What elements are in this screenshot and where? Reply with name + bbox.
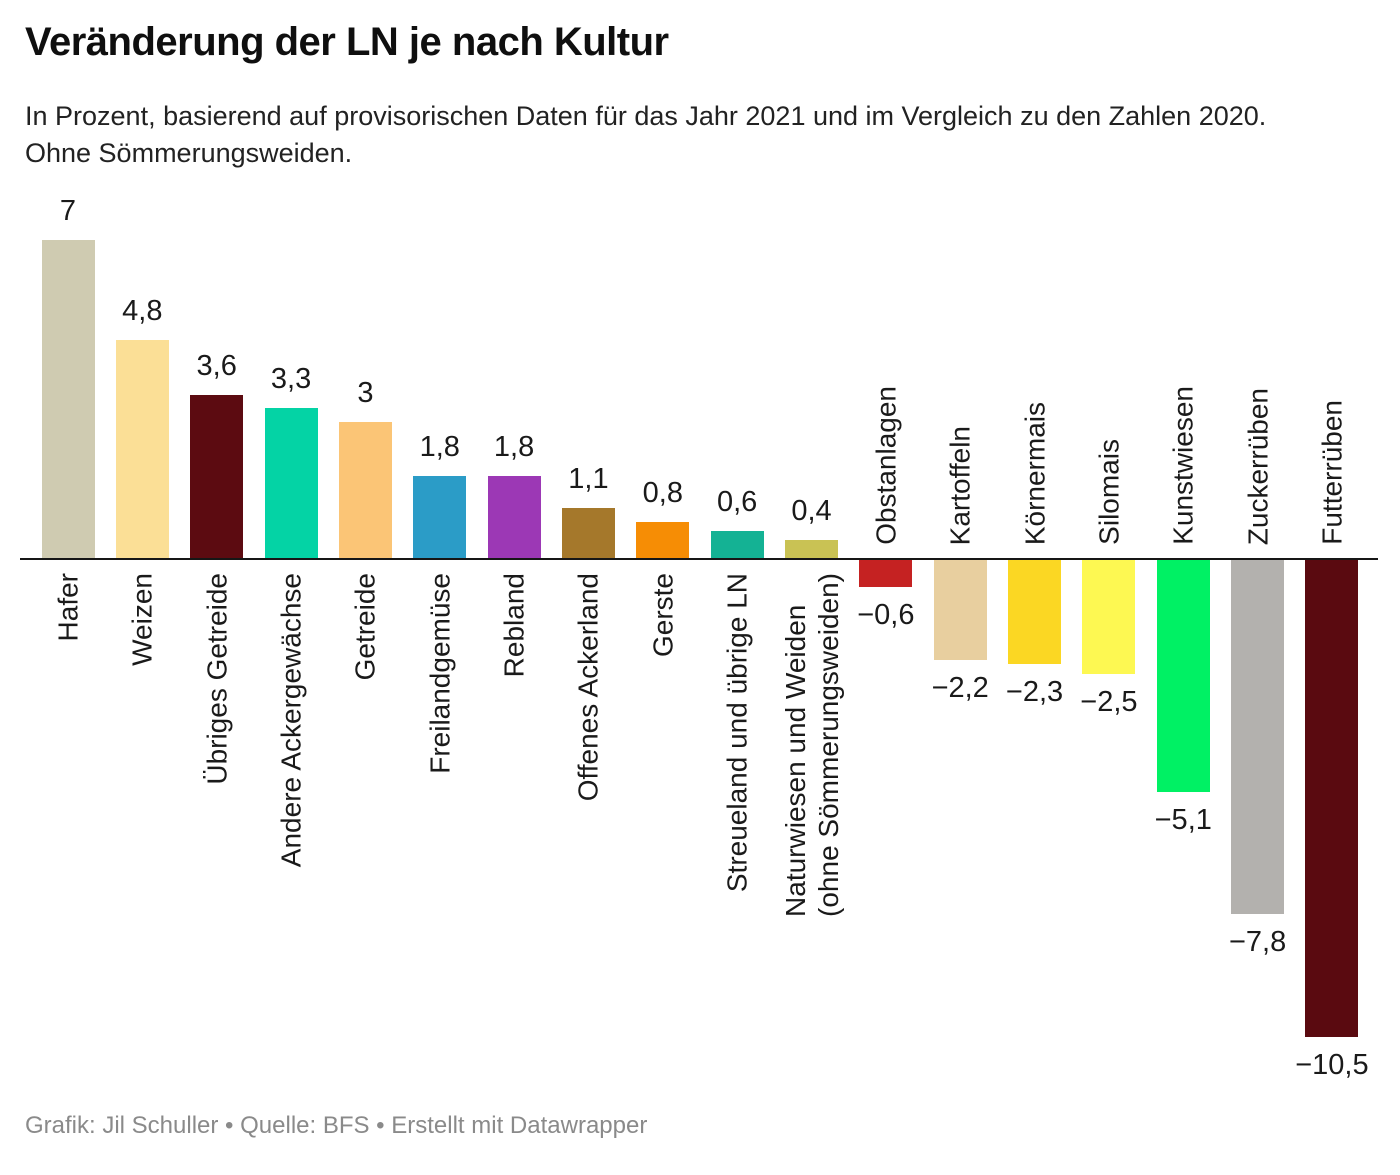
bar-andere-ackergew-chse: [264, 408, 318, 558]
value-label-briges-getreide: 3,6: [196, 350, 237, 382]
value-label-kunstwiesen: −5,1: [1154, 804, 1212, 836]
value-label-offenes-ackerland: 1,1: [568, 463, 609, 495]
category-label-andere-ackergew-chse: Andere Ackergewächse: [275, 573, 307, 868]
category-label-kunstwiesen: Kunstwiesen: [1167, 386, 1199, 545]
bar-rebland: [487, 476, 541, 558]
category-label-briges-getreide: Übriges Getreide: [201, 573, 233, 785]
value-label-rebland: 1,8: [493, 431, 535, 463]
bar-obstanlagen: [859, 560, 913, 587]
bar-freilandgem-se: [413, 476, 467, 558]
bar-kunstwiesen: [1156, 560, 1210, 792]
x-axis-line: [20, 558, 1378, 560]
value-label-weizen: 4,8: [122, 295, 163, 327]
bar-zuckerr-ben: [1231, 560, 1285, 914]
value-label-streueland-und-brige-ln: 0,6: [716, 486, 758, 518]
bar-weizen: [115, 340, 169, 558]
value-label-zuckerr-ben: −7,8: [1228, 926, 1287, 958]
bar-briges-getreide: [190, 395, 244, 558]
category-label-gerste: Gerste: [647, 573, 679, 658]
value-label-k-rnermais: −2,3: [1005, 676, 1064, 708]
value-label-futterr-ben: −10,5: [1295, 1049, 1369, 1081]
category-label-hafer: Hafer: [52, 573, 84, 642]
page-title: Veränderung der LN je nach Kultur: [25, 20, 669, 64]
value-label-silomais: −2,5: [1080, 686, 1138, 718]
attribution-footer: Grafik: Jil Schuller • Quelle: BFS • Ers…: [25, 1112, 648, 1139]
value-label-andere-ackergew-chse: 3,3: [270, 363, 312, 395]
bar-gerste: [636, 522, 690, 558]
category-label-obstanlagen: Obstanlagen: [870, 386, 902, 545]
category-label-weizen: Weizen: [126, 573, 158, 666]
bar-offenes-ackerland: [561, 508, 615, 558]
category-label-k-rnermais: Körnermais: [1019, 401, 1051, 545]
value-label-obstanlagen: −0,6: [857, 599, 915, 631]
bar-k-rnermais: [1008, 560, 1062, 664]
bar-hafer: [41, 240, 95, 558]
bar-streueland-und-brige-ln: [710, 531, 764, 558]
category-label-rebland: Rebland: [498, 573, 530, 678]
category-label-streueland-und-brige-ln: Streueland und übrige LN: [721, 573, 753, 893]
bar-naturwiesen-und-weiden: [785, 540, 838, 558]
chart-subtitle: In Prozent, basierend auf provisorischen…: [25, 101, 1267, 168]
category-label-getreide: Getreide: [349, 573, 381, 681]
value-label-naturwiesen-und-weiden: 0,4: [791, 495, 832, 527]
value-label-freilandgem-se: 1,8: [419, 431, 460, 463]
category-label-silomais: Silomais: [1093, 439, 1125, 545]
category-label-offenes-ackerland: Offenes Ackerland: [572, 573, 604, 802]
value-label-kartoffeln: −2,2: [931, 672, 989, 704]
category-label-kartoffeln: Kartoffeln: [944, 425, 976, 545]
bar-getreide: [338, 422, 392, 558]
bar-futterr-ben: [1305, 560, 1359, 1037]
value-label-gerste: 0,8: [642, 477, 683, 509]
bar-silomais: [1082, 560, 1136, 674]
category-label-futterr-ben: Futterrüben: [1316, 400, 1348, 545]
category-label-freilandgem-se: Freilandgemüse: [424, 573, 456, 774]
bar-kartoffeln: [933, 560, 987, 660]
category-label-naturwiesen-und-weiden: Naturwiesen und Weiden (ohne Sömmerungsw…: [779, 573, 844, 917]
category-label-zuckerr-ben: Zuckerrüben: [1242, 387, 1274, 545]
value-label-getreide: 3: [357, 377, 374, 409]
value-label-hafer: 7: [59, 195, 77, 227]
